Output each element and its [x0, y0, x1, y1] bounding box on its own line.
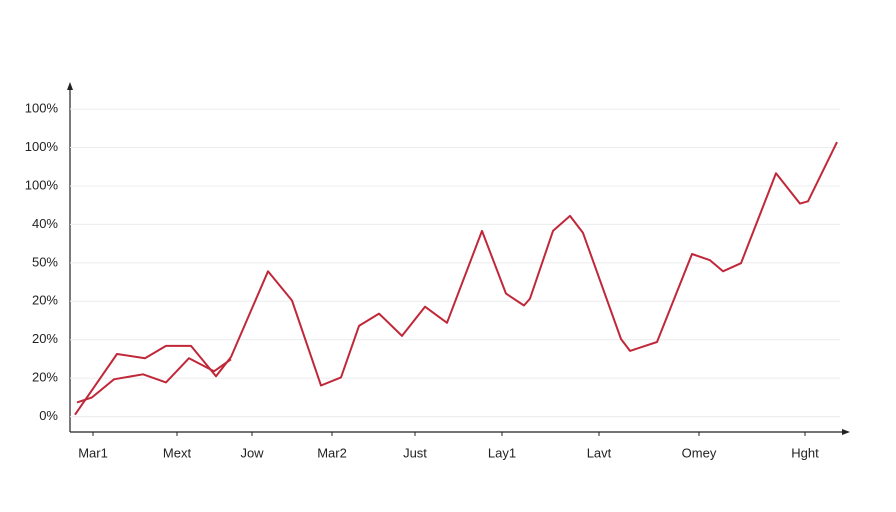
y-tick-label: 100%	[25, 101, 59, 116]
x-tick-label: Mext	[163, 445, 192, 460]
y-tick-label: 20%	[32, 370, 58, 385]
y-tick-label: 100%	[25, 177, 59, 192]
y-axis-arrow	[67, 82, 73, 90]
y-tick-label: 20%	[32, 293, 58, 308]
x-tick-label: Jow	[240, 445, 264, 460]
y-tick-label: 0%	[39, 408, 58, 423]
y-tick-label: 20%	[32, 331, 58, 346]
line-series	[74, 141, 838, 416]
x-tick-label: Hght	[791, 445, 819, 460]
y-tick-label: 100%	[25, 139, 59, 154]
x-tick-label: Omey	[682, 445, 717, 460]
x-tick-label: Mar2	[317, 445, 347, 460]
y-tick-label: 50%	[32, 254, 58, 269]
line-series	[76, 357, 232, 404]
x-tick-label: Just	[403, 445, 427, 460]
x-tick-label: Lay1	[488, 445, 516, 460]
x-tick-label: Lavt	[587, 445, 612, 460]
x-axis-arrow	[842, 429, 850, 435]
y-tick-label: 40%	[32, 216, 58, 231]
x-tick-label: Mar1	[78, 445, 108, 460]
